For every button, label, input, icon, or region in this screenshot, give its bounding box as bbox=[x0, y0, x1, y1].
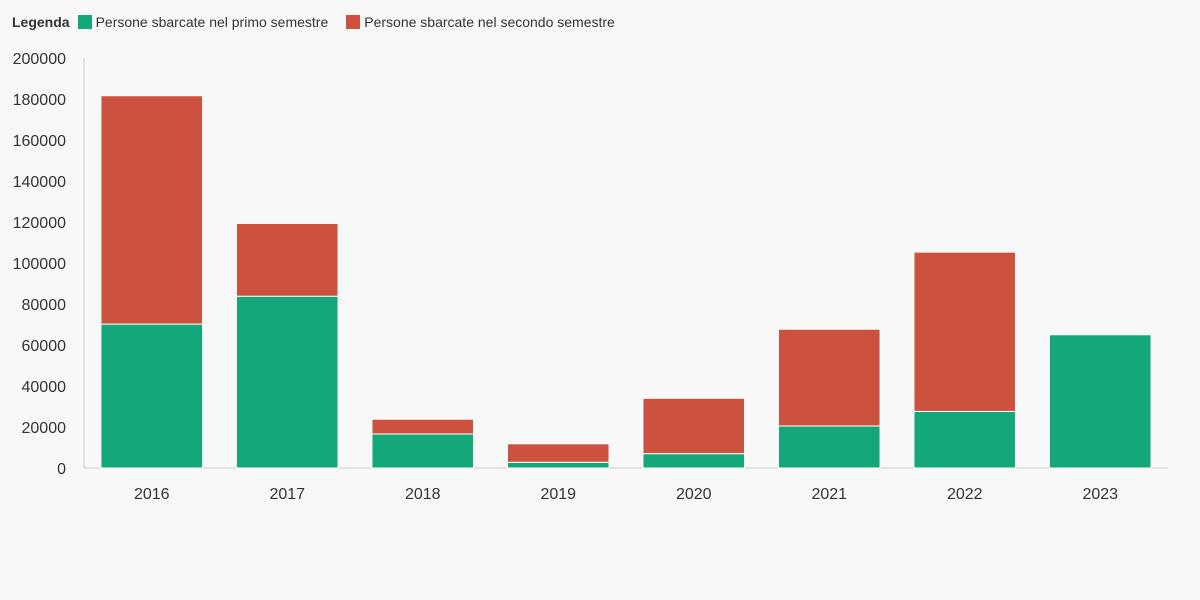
bar-2019-primo-semestre bbox=[506, 461, 610, 469]
x-axis: 2016 2017 2018 2019 2020 2021 2022 2023 bbox=[84, 467, 1168, 503]
y-tick-label: 140000 bbox=[13, 174, 66, 191]
x-tick-label: 2017 bbox=[269, 486, 305, 503]
bar-2023-primo-semestre bbox=[1048, 334, 1152, 469]
x-tick-label: 2016 bbox=[134, 486, 170, 503]
y-tick-label: 180000 bbox=[13, 92, 66, 109]
bar-2020-primo-semestre bbox=[642, 453, 746, 469]
legend: Legenda Persone sbarcate nel primo semes… bbox=[12, 12, 633, 32]
y-tick-label: 80000 bbox=[22, 297, 67, 314]
bar-2017-secondo-semestre bbox=[235, 222, 339, 297]
y-tick-label: 40000 bbox=[22, 379, 67, 396]
bar-2018-primo-semestre bbox=[371, 433, 475, 469]
y-tick-label: 160000 bbox=[13, 133, 66, 150]
y-tick-label: 200000 bbox=[13, 51, 66, 68]
legend-swatch-secondo-semestre bbox=[346, 15, 361, 29]
y-axis: 0 20000 40000 60000 80000 100000 120000 140000 1… bbox=[13, 51, 85, 478]
bars-group bbox=[100, 95, 1152, 469]
legend-title: Legenda bbox=[12, 14, 70, 30]
bar-2019-secondo-semestre bbox=[506, 443, 610, 463]
x-tick-label: 2018 bbox=[405, 486, 441, 503]
bar-2022-primo-semestre bbox=[913, 410, 1017, 469]
bar-2020-secondo-semestre bbox=[642, 397, 746, 455]
legend-label-primo-semestre: Persone sbarcate nel primo semestre bbox=[95, 14, 329, 30]
legend-swatch-primo-semestre bbox=[77, 15, 92, 29]
y-tick-label: 120000 bbox=[13, 215, 66, 232]
y-tick-label: 0 bbox=[57, 461, 66, 478]
bar-2021-primo-semestre bbox=[777, 425, 881, 469]
legend-item-secondo-semestre: Persone sbarcate nel secondo semestre bbox=[346, 14, 615, 30]
y-tick-label: 60000 bbox=[22, 338, 67, 355]
x-tick-label: 2023 bbox=[1082, 486, 1118, 503]
legend-label-secondo-semestre: Persone sbarcate nel secondo semestre bbox=[364, 14, 615, 30]
y-tick-label: 20000 bbox=[22, 420, 67, 437]
bar-2022-secondo-semestre bbox=[913, 251, 1017, 412]
bar-2017-primo-semestre bbox=[235, 295, 339, 469]
x-tick-label: 2021 bbox=[811, 486, 847, 503]
y-tick-label: 100000 bbox=[13, 256, 66, 273]
bar-2021-secondo-semestre bbox=[777, 328, 881, 427]
bar-2016-secondo-semestre bbox=[100, 95, 204, 325]
bar-2016-primo-semestre bbox=[100, 323, 204, 469]
bar-2018-secondo-semestre bbox=[371, 418, 475, 435]
x-tick-label: 2020 bbox=[676, 486, 712, 503]
legend-item-primo-semestre: Persone sbarcate nel primo semestre bbox=[77, 14, 329, 30]
x-tick-label: 2022 bbox=[947, 486, 983, 503]
x-tick-label: 2019 bbox=[540, 486, 576, 503]
